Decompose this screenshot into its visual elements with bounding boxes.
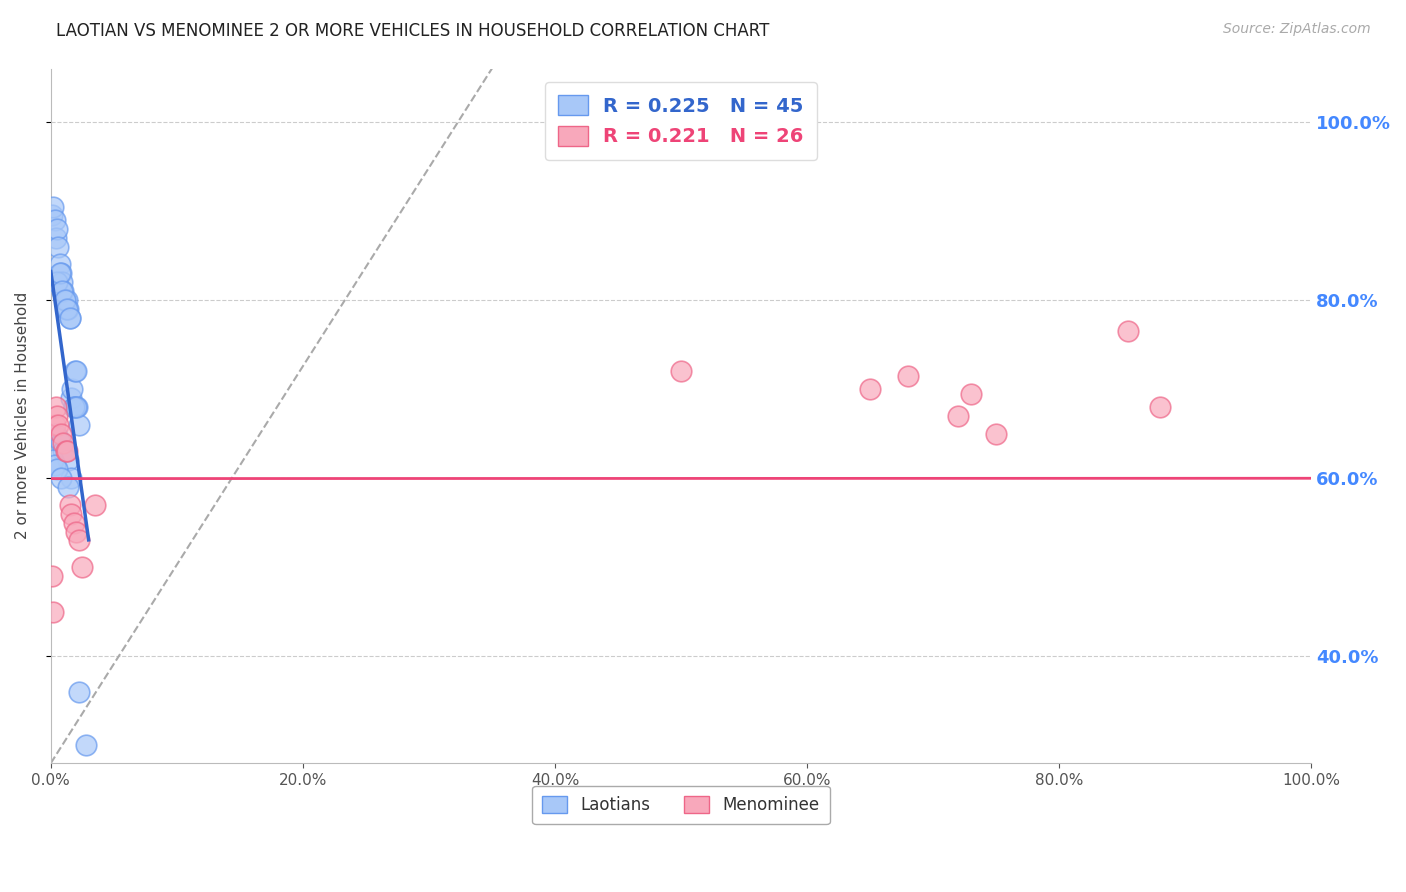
Point	[46, 275, 69, 289]
Point	[62, 516, 84, 530]
Legend: Laotians, Menominee: Laotians, Menominee	[533, 786, 830, 824]
Point	[75, 739, 97, 753]
Point	[67, 417, 90, 432]
Point	[48, 417, 70, 432]
Point	[984, 426, 1007, 441]
Point	[52, 444, 75, 458]
Point	[55, 444, 77, 458]
Point	[65, 364, 87, 378]
Point	[56, 301, 79, 316]
Point	[45, 400, 67, 414]
Point	[58, 480, 80, 494]
Point	[59, 498, 82, 512]
Point	[60, 382, 83, 396]
Point	[46, 222, 69, 236]
Point	[948, 409, 970, 423]
Point	[48, 257, 70, 271]
Point	[51, 275, 73, 289]
Point	[59, 310, 82, 325]
Point	[44, 213, 66, 227]
Point	[44, 458, 66, 472]
Point	[59, 471, 82, 485]
Point	[960, 386, 983, 401]
Point	[897, 368, 920, 383]
Point	[44, 417, 66, 432]
Point	[49, 471, 72, 485]
Point	[53, 293, 76, 307]
Point	[859, 382, 882, 396]
Point	[56, 293, 79, 307]
Point	[67, 685, 90, 699]
Point	[55, 301, 77, 316]
Point	[51, 284, 73, 298]
Point	[65, 524, 87, 539]
Point	[55, 444, 77, 458]
Point	[48, 239, 70, 253]
Point	[48, 431, 70, 445]
Y-axis label: 2 or more Vehicles in Household: 2 or more Vehicles in Household	[15, 293, 30, 540]
Point	[65, 400, 87, 414]
Point	[59, 507, 82, 521]
Point	[1118, 324, 1140, 338]
Point	[62, 400, 84, 414]
Point	[66, 400, 89, 414]
Point	[41, 209, 63, 223]
Point	[42, 605, 65, 619]
Point	[62, 400, 84, 414]
Point	[46, 462, 69, 476]
Point	[42, 453, 65, 467]
Point	[45, 426, 67, 441]
Point	[56, 444, 79, 458]
Point	[72, 560, 94, 574]
Point	[1149, 400, 1171, 414]
Point	[67, 533, 90, 548]
Text: LAOTIAN VS MENOMINEE 2 OR MORE VEHICLES IN HOUSEHOLD CORRELATION CHART: LAOTIAN VS MENOMINEE 2 OR MORE VEHICLES …	[56, 22, 769, 40]
Point	[46, 409, 69, 423]
Point	[44, 426, 66, 441]
Text: Source: ZipAtlas.com: Source: ZipAtlas.com	[1223, 22, 1371, 37]
Point	[669, 364, 692, 378]
Point	[42, 200, 65, 214]
Point	[48, 266, 70, 280]
Point	[41, 569, 63, 583]
Point	[49, 435, 72, 450]
Point	[45, 231, 67, 245]
Point	[49, 266, 72, 280]
Point	[59, 310, 82, 325]
Point	[53, 293, 76, 307]
Point	[49, 426, 72, 441]
Point	[52, 284, 75, 298]
Point	[58, 301, 80, 316]
Point	[59, 391, 82, 405]
Point	[52, 435, 75, 450]
Point	[84, 498, 107, 512]
Point	[58, 453, 80, 467]
Point	[63, 364, 86, 378]
